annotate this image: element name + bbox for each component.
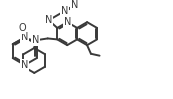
Text: N: N: [45, 15, 52, 25]
Text: N: N: [31, 35, 39, 45]
Text: N: N: [71, 0, 78, 10]
Text: N: N: [61, 6, 69, 16]
Text: N: N: [21, 32, 28, 42]
Text: N: N: [21, 60, 28, 70]
Text: O: O: [18, 23, 26, 33]
Text: N: N: [63, 17, 71, 27]
Text: N: N: [63, 17, 71, 27]
